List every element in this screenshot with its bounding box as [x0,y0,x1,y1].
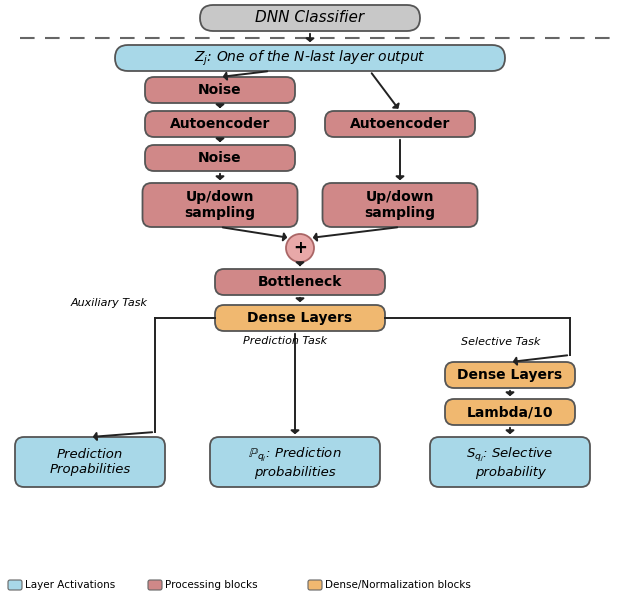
Text: Lambda/10: Lambda/10 [467,405,553,419]
Text: Noise: Noise [198,151,242,165]
FancyBboxPatch shape [200,5,420,31]
Text: Autoencoder: Autoencoder [350,117,450,131]
FancyBboxPatch shape [8,580,22,590]
FancyBboxPatch shape [210,437,380,487]
Text: $Z_j$: One of the N-last layer output: $Z_j$: One of the N-last layer output [194,48,426,67]
FancyBboxPatch shape [215,269,385,295]
FancyBboxPatch shape [215,305,385,331]
Text: Dense Layers: Dense Layers [248,311,353,325]
Text: +: + [293,239,307,257]
FancyBboxPatch shape [145,77,295,103]
Text: Processing blocks: Processing blocks [165,580,258,590]
FancyBboxPatch shape [445,362,575,388]
FancyBboxPatch shape [430,437,590,487]
FancyBboxPatch shape [323,183,477,227]
Text: Autoencoder: Autoencoder [170,117,270,131]
FancyBboxPatch shape [145,145,295,171]
Text: $\mathbb{P}_{q_j}$: Prediction
probabilities: $\mathbb{P}_{q_j}$: Prediction probabili… [248,445,342,479]
FancyBboxPatch shape [143,183,298,227]
FancyBboxPatch shape [148,580,162,590]
FancyBboxPatch shape [115,45,505,71]
FancyBboxPatch shape [325,111,475,137]
Text: Prediction Task: Prediction Task [243,336,327,346]
Text: Up/down
sampling: Up/down sampling [184,190,255,220]
Text: $S_{q_j}$: Selective
probability: $S_{q_j}$: Selective probability [467,445,554,479]
FancyBboxPatch shape [308,580,322,590]
FancyBboxPatch shape [15,437,165,487]
Text: Selective Task: Selective Task [461,337,540,347]
Text: Dense Layers: Dense Layers [458,368,563,382]
Text: Prediction
Propabilities: Prediction Propabilities [49,448,131,476]
Text: Bottleneck: Bottleneck [258,275,342,289]
FancyBboxPatch shape [445,399,575,425]
Text: DNN Classifier: DNN Classifier [255,11,365,26]
Circle shape [286,234,314,262]
Text: Auxiliary Task: Auxiliary Task [71,298,148,308]
FancyBboxPatch shape [145,111,295,137]
Text: Up/down
sampling: Up/down sampling [365,190,435,220]
Text: Dense/Normalization blocks: Dense/Normalization blocks [325,580,471,590]
Text: Layer Activations: Layer Activations [25,580,115,590]
Text: Noise: Noise [198,83,242,97]
